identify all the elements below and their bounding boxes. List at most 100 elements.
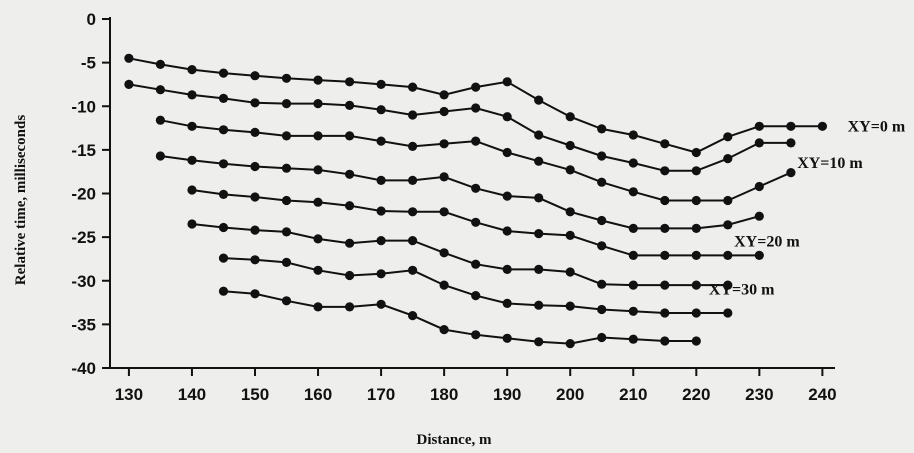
data-point	[218, 68, 229, 78]
data-point	[723, 280, 733, 290]
data-point	[597, 177, 607, 187]
data-point	[628, 130, 638, 140]
data-point	[250, 192, 260, 202]
data-point	[534, 130, 544, 140]
data-point	[471, 136, 481, 146]
data-point	[218, 125, 229, 135]
series-layer	[124, 53, 828, 349]
data-point	[502, 226, 512, 236]
data-point	[660, 280, 670, 290]
data-point	[155, 115, 165, 125]
data-point	[565, 267, 575, 277]
y-tick-label: -35	[71, 315, 96, 334]
data-point	[376, 269, 386, 279]
x-tick-label: 150	[241, 385, 269, 404]
y-tick-label: -40	[71, 359, 96, 378]
data-point	[628, 334, 638, 344]
data-point	[471, 217, 481, 227]
data-point	[534, 95, 544, 105]
data-point	[187, 65, 197, 75]
data-point	[534, 264, 544, 274]
data-point	[345, 302, 355, 312]
data-point	[471, 103, 481, 113]
labels-layer: XY=0 m XY=10 m XY=20 m XY=30 m	[709, 118, 906, 298]
data-point	[628, 280, 638, 290]
data-point	[565, 140, 575, 151]
data-point	[250, 127, 260, 137]
x-axis-title: Distance, m	[417, 432, 492, 448]
data-point	[124, 79, 134, 89]
data-point	[723, 250, 733, 260]
series-label: XY=20 m	[734, 234, 800, 251]
series-1	[124, 53, 828, 158]
data-point	[754, 138, 764, 148]
data-point	[786, 138, 796, 148]
data-point	[565, 339, 575, 349]
data-point	[597, 124, 607, 134]
data-point	[313, 99, 323, 109]
data-point	[471, 259, 481, 269]
data-point	[218, 93, 229, 103]
x-tick-label: 130	[115, 385, 143, 404]
data-point	[408, 141, 418, 151]
data-point	[250, 225, 260, 235]
data-point	[281, 296, 292, 306]
data-point	[345, 77, 355, 87]
data-point	[597, 279, 607, 289]
data-point	[502, 147, 512, 158]
data-point	[439, 280, 449, 290]
series-6	[187, 219, 733, 290]
data-point	[408, 236, 418, 246]
data-point	[502, 112, 512, 122]
series-line	[128, 83, 791, 172]
x-tick-label: 230	[745, 385, 773, 404]
data-point	[628, 158, 638, 168]
data-point	[628, 223, 638, 233]
data-point	[660, 223, 670, 233]
data-point	[376, 206, 386, 216]
data-point	[565, 165, 575, 175]
data-point	[345, 169, 355, 179]
data-point	[660, 139, 670, 149]
data-point	[471, 183, 481, 193]
data-point	[534, 156, 544, 166]
data-point	[250, 289, 260, 299]
x-tick-label: 190	[493, 385, 521, 404]
data-point	[345, 238, 355, 248]
data-point	[565, 207, 575, 217]
data-point	[754, 211, 764, 221]
data-point	[471, 330, 481, 340]
data-point	[124, 53, 134, 63]
data-point	[187, 219, 197, 229]
data-point	[597, 332, 607, 343]
data-point	[691, 336, 701, 346]
data-point	[408, 265, 418, 275]
data-point	[723, 220, 733, 230]
data-point	[597, 215, 607, 226]
series-label: XY=10 m	[797, 155, 863, 172]
data-point	[408, 207, 418, 217]
series-5	[187, 185, 764, 260]
data-point	[250, 98, 260, 108]
data-point	[723, 154, 733, 164]
data-point	[534, 337, 544, 347]
data-point	[691, 223, 701, 233]
data-point	[565, 112, 575, 122]
x-tick-label: 240	[808, 385, 836, 404]
axes: 0 -5 -10 -15 -20 -25 -30 -35 -40 130 140 150 160 170 1…	[71, 10, 836, 404]
data-point	[597, 151, 607, 161]
data-point	[502, 333, 512, 343]
data-point	[754, 121, 764, 131]
data-point	[534, 229, 544, 239]
series-8	[218, 286, 701, 349]
x-tick-label: 210	[619, 385, 647, 404]
series-line	[191, 223, 728, 287]
data-point	[155, 151, 165, 161]
data-point	[345, 131, 355, 141]
data-point	[565, 301, 575, 311]
data-point	[786, 121, 796, 131]
y-tick-label: -15	[71, 141, 96, 160]
data-point	[281, 163, 292, 173]
data-point	[817, 121, 828, 131]
